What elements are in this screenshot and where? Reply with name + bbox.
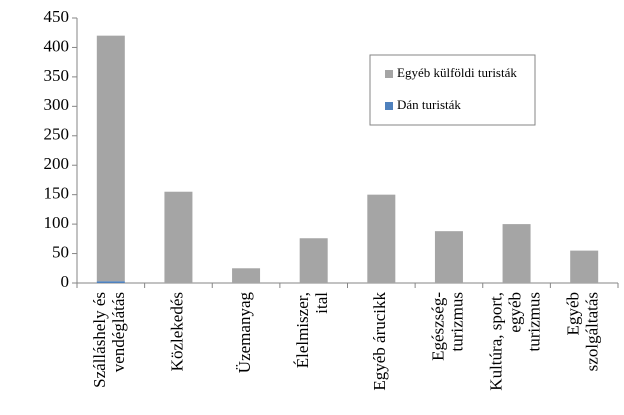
bar-segment [96, 281, 125, 283]
bar-segment [367, 194, 396, 283]
x-tick-label: egyéb [505, 292, 524, 333]
x-tick-label: Kultúra, sport, [486, 292, 505, 391]
bar-segment [164, 191, 193, 283]
bar-segment [232, 268, 261, 283]
legend-swatch [385, 102, 393, 110]
x-tick-label: szolgáltatás [583, 292, 602, 371]
y-tick-label: 450 [44, 7, 70, 26]
x-tick-label: vendéglátás [109, 292, 128, 372]
x-tick-label: turizmus [447, 292, 466, 352]
y-tick-label: 0 [61, 272, 70, 291]
x-tick-label: Közlekedés [167, 292, 186, 371]
x-tick-label: Egészség- [428, 292, 447, 361]
bar-segment [96, 35, 125, 282]
bar-segment [502, 224, 531, 283]
bar-segment [434, 231, 463, 283]
x-tick-label: Egyéb árucikk [370, 292, 389, 391]
bar-segment [299, 238, 328, 283]
x-tick-label: turizmus [524, 292, 543, 352]
y-tick-label: 200 [44, 154, 70, 173]
y-tick-label: 350 [44, 66, 70, 85]
x-tick-label: ital [312, 292, 331, 314]
y-tick-label: 100 [44, 213, 70, 232]
y-tick-label: 400 [44, 36, 70, 55]
legend-swatch [385, 70, 393, 78]
legend-box [369, 54, 536, 126]
x-tick-label: Egyéb [564, 292, 583, 335]
bar-segment [570, 250, 599, 283]
x-tick-label: Szálláshely és [90, 292, 109, 388]
y-tick-label: 250 [44, 125, 70, 144]
y-tick-label: 50 [52, 242, 69, 261]
x-tick-label: Élelmiszer, [293, 292, 312, 368]
y-tick-label: 150 [44, 184, 70, 203]
y-tick-label: 300 [44, 95, 70, 114]
legend-label: Egyéb külföldi turisták [397, 65, 517, 80]
legend-label: Dán turisták [397, 97, 461, 112]
x-tick-label: Üzemanyag [235, 292, 254, 374]
